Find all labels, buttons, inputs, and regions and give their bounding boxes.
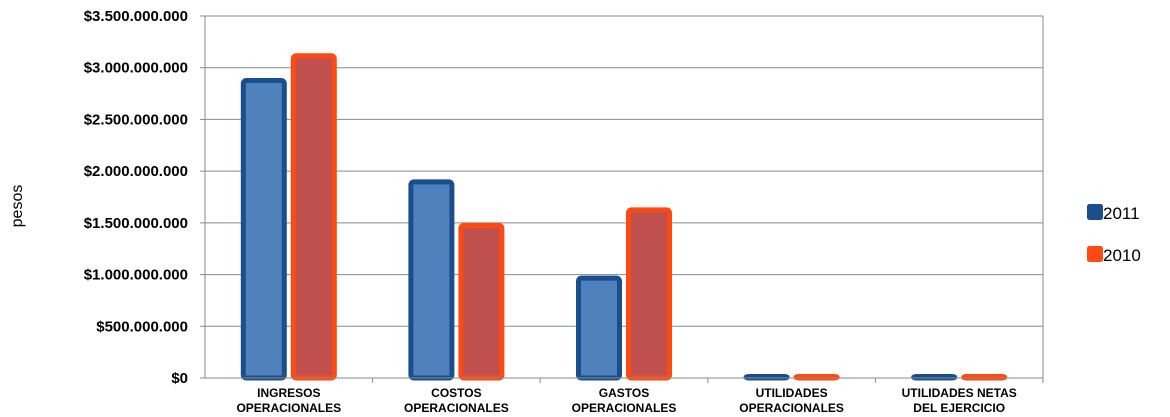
- x-tick-label: GASTOS: [599, 386, 649, 400]
- y-tick-label: $3.000.000.000: [84, 60, 188, 77]
- x-tick-label: OPERACIONALES: [404, 401, 509, 415]
- bar-2010-0: [290, 53, 337, 381]
- x-tick-label: OPERACIONALES: [572, 401, 677, 415]
- x-tick-label: UTILIDADES NETAS: [902, 386, 1017, 400]
- x-tick-label: COSTOS: [431, 386, 481, 400]
- legend-label-2010: 2010: [1103, 246, 1141, 265]
- y-tick-label: $0: [171, 370, 188, 387]
- y-tick-label: $3.500.000.000: [84, 8, 188, 25]
- x-tick-label: DEL EJERCICIO: [913, 401, 1005, 415]
- y-tick-label: $1.500.000.000: [84, 215, 188, 232]
- legend: 2011 2010: [1087, 204, 1141, 265]
- legend-label-2011: 2011: [1103, 204, 1140, 223]
- x-tick-labels: INGRESOSOPERACIONALESCOSTOSOPERACIONALES…: [236, 386, 1016, 415]
- y-tick-label: $500.000.000: [96, 318, 188, 335]
- x-tick-label: INGRESOS: [257, 386, 320, 400]
- axes: [200, 15, 1044, 383]
- y-axis-title: pesos: [9, 185, 26, 228]
- x-tick-label: OPERACIONALES: [739, 401, 844, 415]
- legend-swatch-2011: [1087, 204, 1103, 220]
- bar-2011-2: [576, 275, 622, 381]
- bars: [240, 53, 1008, 381]
- y-tick-label: $1.000.000.000: [84, 267, 188, 284]
- y-tick-labels: $0 $500.000.000 $1.000.000.000 $1.500.000.0…: [84, 8, 188, 387]
- bar-2010-2: [626, 207, 672, 381]
- bar-2011-0: [240, 78, 287, 381]
- y-tick-label: $2.000.000.000: [84, 163, 188, 180]
- bar-2010-1: [458, 222, 505, 381]
- x-tick-label: UTILIDADES: [756, 386, 828, 400]
- y-tick-label: $2.500.000.000: [84, 111, 188, 128]
- x-tick-label: OPERACIONALES: [236, 401, 341, 415]
- bar-2011-1: [408, 179, 455, 381]
- legend-swatch-2010: [1087, 246, 1103, 262]
